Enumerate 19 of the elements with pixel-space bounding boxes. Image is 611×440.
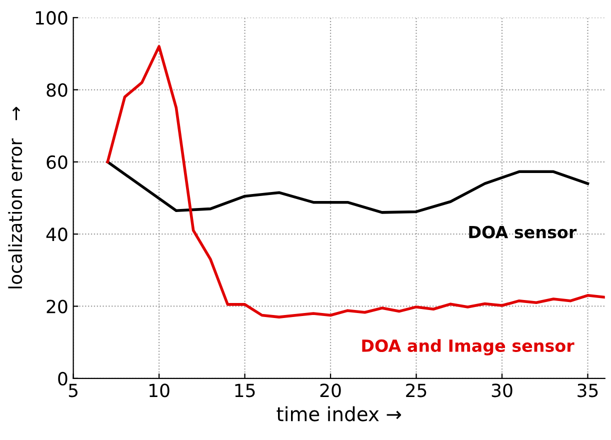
line-series [106,45,605,318]
x-tick-label: 20 [320,384,341,398]
y-tick-label: 40 [46,228,68,242]
x-axis-title: time index → [276,406,402,422]
line-series [106,160,590,214]
x-tick-label: 10 [150,384,170,398]
x-tick-label: 30 [492,384,512,398]
y-tick-label: 0 [58,372,68,386]
y-tick-label: 80 [46,83,68,97]
x-tick-label: 35 [578,384,598,398]
y-tick-label: 60 [46,155,68,170]
series-label: DOA sensor [469,226,577,238]
x-tick-label: 15 [235,384,255,398]
series-label: DOA and Image sensor [362,339,574,356]
y-axis-title: localization error → [8,106,22,288]
y-tick-label: 20 [46,300,68,314]
y-tick-label: 100 [36,11,68,25]
x-tick-label: 5 [68,384,78,398]
x-tick-label: 25 [406,384,426,398]
